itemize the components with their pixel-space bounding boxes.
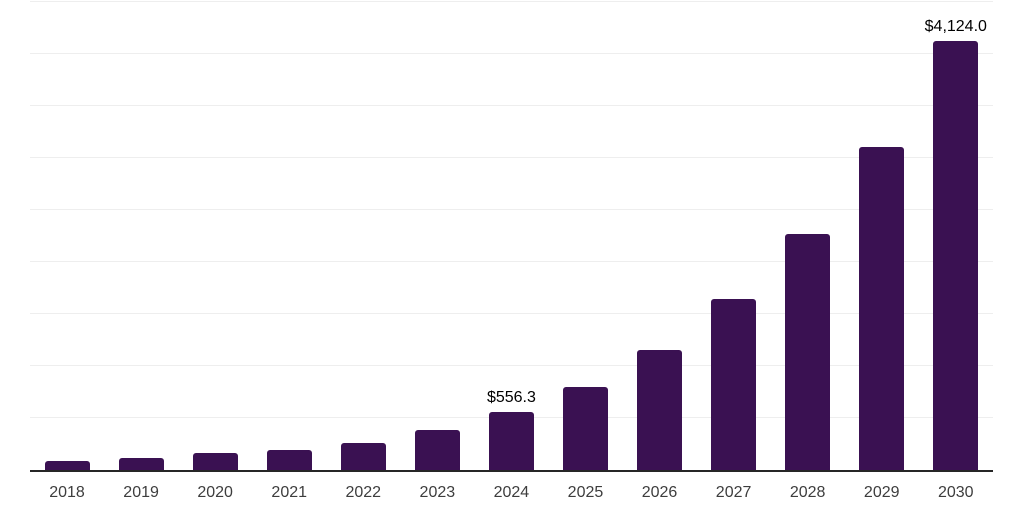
bar-2022 xyxy=(340,443,386,470)
bar-slot-2019 xyxy=(104,2,178,470)
x-tick-2022: 2022 xyxy=(345,484,382,501)
bar-slot-2020 xyxy=(178,2,252,470)
x-tick-2029: 2029 xyxy=(863,484,900,501)
bar-slot-2030: $4,124.0 xyxy=(919,2,993,470)
plot-area: $556.3 $4,124.0 xyxy=(30,1,993,472)
gridline-4500 xyxy=(30,1,993,2)
gridline-1000 xyxy=(30,365,993,366)
gridline-2000 xyxy=(30,261,993,262)
bar-slot-2021 xyxy=(252,2,326,470)
bar-slot-2027 xyxy=(697,2,771,470)
gridline-4000 xyxy=(30,53,993,54)
bar-2020 xyxy=(192,452,238,470)
bar-slot-2018 xyxy=(30,2,104,470)
gridline-3500 xyxy=(30,105,993,106)
gridline-1500 xyxy=(30,313,993,315)
x-tick-2028: 2028 xyxy=(789,484,826,501)
x-tick-2023: 2023 xyxy=(419,484,456,501)
bar-2025 xyxy=(562,387,608,470)
x-tick-2026: 2026 xyxy=(641,484,678,501)
gridline-3000 xyxy=(30,157,993,159)
bars-container: $556.3 $4,124.0 xyxy=(30,2,993,470)
bar-slot-2029 xyxy=(845,2,919,470)
bar-slot-2023 xyxy=(400,2,474,470)
x-tick-2025: 2025 xyxy=(567,484,604,501)
x-axis-labels: 2018 2019 2020 2021 2022 2023 2024 2025 2026 2027… xyxy=(30,483,993,502)
gridline-2500 xyxy=(30,209,993,210)
x-axis-line xyxy=(30,470,993,472)
bar-2026 xyxy=(637,350,683,470)
bar-2024 xyxy=(488,412,534,470)
x-tick-2018: 2018 xyxy=(49,484,85,501)
bar-slot-2026 xyxy=(623,2,697,470)
x-tick-2027: 2027 xyxy=(715,484,752,501)
x-tick-2030: 2030 xyxy=(937,484,974,501)
bar-slot-2025 xyxy=(548,2,622,470)
bar-2028 xyxy=(785,233,831,470)
x-tick-2021: 2021 xyxy=(271,484,308,501)
x-tick-2024: 2024 xyxy=(493,484,530,501)
bar-2019 xyxy=(118,457,164,470)
x-tick-2020: 2020 xyxy=(197,484,233,501)
bar-2021 xyxy=(266,449,312,470)
bar-2029 xyxy=(859,146,905,470)
bar-slot-2022 xyxy=(326,2,400,470)
bar-slot-2028 xyxy=(771,2,845,470)
x-tick-2019: 2019 xyxy=(123,484,159,501)
bar-2018 xyxy=(44,461,90,470)
bar-2023 xyxy=(414,429,460,470)
data-label-2024: $556.3 xyxy=(486,389,536,407)
bar-2030 xyxy=(933,41,979,470)
bar-2027 xyxy=(711,299,757,470)
bar-slot-2024: $556.3 xyxy=(474,2,548,470)
data-label-2030: $4,124.0 xyxy=(924,18,987,36)
